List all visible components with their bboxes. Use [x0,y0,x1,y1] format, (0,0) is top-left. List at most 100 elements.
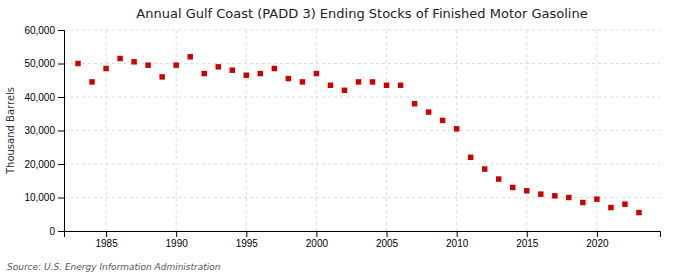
grid-line [246,30,247,231]
point [173,62,178,67]
y-axis-tick-mark [58,198,64,199]
y-axis-tick: 0 [49,226,64,237]
point [566,195,571,200]
point [159,74,164,79]
x-axis: 1985 1990 1995 2000 2005 2010 2015 2020 [65,231,661,249]
y-axis-tick-mark [58,97,64,98]
point [496,176,501,181]
x-axis-tick: 1990 [166,231,189,249]
point [342,88,347,93]
point [524,188,529,193]
x-axis-tick: 2005 [376,231,399,249]
x-axis-tick: 2000 [306,231,329,249]
x-axis-tick-label: 1990 [166,238,189,249]
y-axis-tick-label: 30,000 [24,125,55,136]
x-axis-tick-label: 2015 [516,238,539,249]
point [482,166,487,171]
point [286,76,291,81]
x-axis-tick-label: 1985 [95,238,118,249]
y-axis-tick-label: 20,000 [24,159,55,170]
x-axis-tick-label: 2010 [446,238,469,249]
y-axis-tick: 50,000 [24,58,64,69]
point [538,191,543,196]
point [216,64,221,69]
x-axis-tick: 2015 [516,231,539,249]
point [440,118,445,123]
grid-line [64,30,660,31]
y-axis-tick-label: 0 [49,226,55,237]
point [230,67,235,72]
x-axis-tick-label: 2000 [306,238,329,249]
point [384,83,389,88]
y-axis-tick-label: 10,000 [24,192,55,203]
point [117,56,122,61]
x-axis-tick-mark [316,231,317,237]
point [244,72,249,77]
x-axis-line [65,232,661,238]
source: Source: U.S. Energy Information Administ… [7,262,221,272]
point [272,66,277,71]
point [426,109,431,114]
point [510,185,515,190]
point [594,196,599,201]
y-axis-tick-mark [58,30,64,31]
grid-line [64,97,660,98]
y-axis-tick-label: 40,000 [24,92,55,103]
point [131,59,136,64]
grid-line [526,30,527,231]
point [468,155,473,160]
grid-line [106,30,107,231]
point [258,71,263,76]
y-axis-tick-mark [58,64,64,65]
point [314,71,319,76]
point [412,101,417,106]
y-axis-tick: 30,000 [24,125,64,136]
point [201,71,206,76]
x-axis-tick-label: 2005 [376,238,399,249]
x-axis-tick: 2010 [446,231,469,249]
grid-line [316,30,317,231]
y-axis-tick: 10,000 [24,192,64,203]
y-axis-title: Thousand Barrels [5,87,16,175]
point [580,200,585,205]
point [145,62,150,67]
y-axis-tick-label: 50,000 [24,58,55,69]
x-axis-tick-mark [457,231,458,237]
y-axis-line [58,31,65,232]
point [552,193,557,198]
title: Annual Gulf Coast (PADD 3) Ending Stocks… [136,6,587,21]
y-axis-tick: 20,000 [24,159,64,170]
grid-line [64,164,660,165]
y-axis-tick-mark [58,131,64,132]
point [75,61,80,66]
y-axis-tick-label: 60,000 [24,25,55,36]
y-axis-tick-mark [58,164,64,165]
grid-line [386,30,387,231]
x-axis-tick-label: 1995 [236,238,259,249]
x-axis-tick: 2020 [586,231,609,249]
y-axis-tick-mark [58,231,64,232]
x-axis-tick-mark [387,231,388,237]
x-axis-tick-mark [597,231,598,237]
point [398,83,403,88]
point [370,79,375,84]
point [636,210,641,215]
grid-line [176,30,177,231]
x-axis-tick: 1995 [236,231,259,249]
point [356,79,361,84]
point [103,66,108,71]
x-axis-tick-mark [106,231,107,237]
grid [64,30,660,231]
x-axis-tick-mark [176,231,177,237]
point [300,79,305,84]
x-axis-tick-mark [527,231,528,237]
grid-line [64,63,660,64]
y-axis-tick: 60,000 [24,25,64,36]
y-axis-tick: 40,000 [24,92,64,103]
point [454,126,459,131]
x-axis-tick-mark [246,231,247,237]
x-axis-tick-label: 2020 [586,238,609,249]
point [622,201,627,206]
grid-line [64,130,660,131]
x-axis-tick: 1985 [95,231,118,249]
